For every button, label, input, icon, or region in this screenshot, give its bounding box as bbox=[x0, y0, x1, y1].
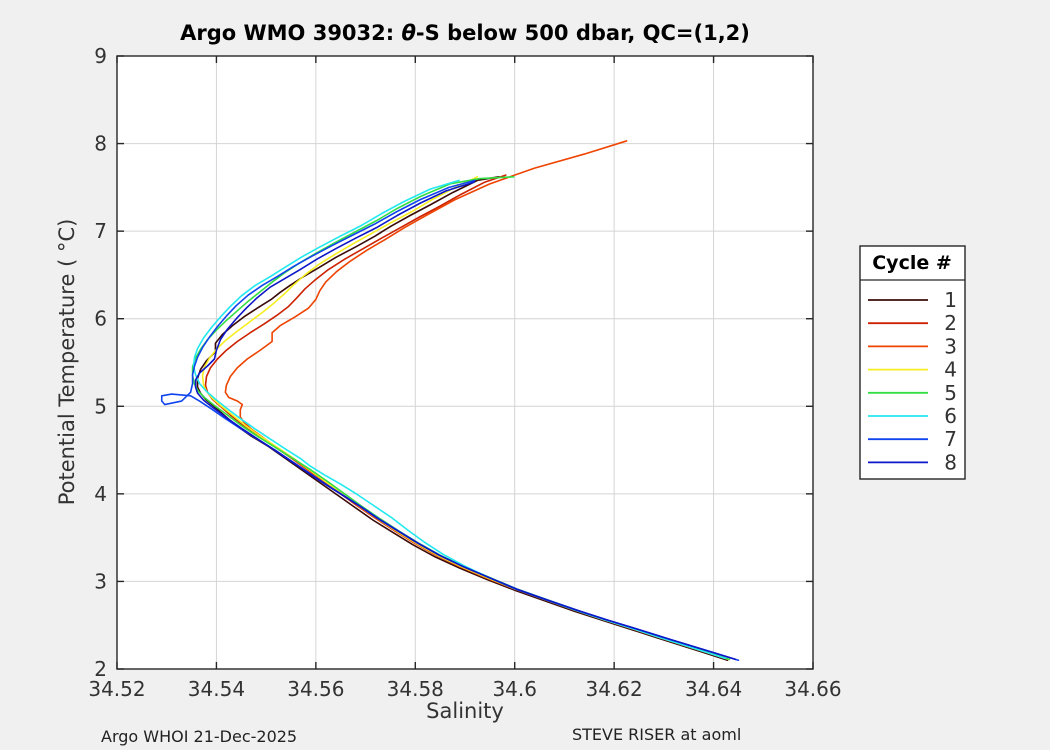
series-line-cycle-8 bbox=[194, 181, 737, 661]
legend-title: Cycle # bbox=[872, 252, 952, 274]
footer-left: Argo WHOI 21-Dec-2025 bbox=[101, 727, 297, 746]
y-axis-label: Potential Temperature ( °C) bbox=[55, 219, 79, 506]
y-tick-label: 2 bbox=[94, 657, 107, 681]
x-tick-label: 34.66 bbox=[784, 677, 841, 701]
plot-area-background bbox=[117, 56, 813, 669]
data-series-group bbox=[160, 140, 740, 662]
x-axis-label: Salinity bbox=[426, 699, 504, 723]
tick-marks bbox=[116, 55, 814, 670]
x-tick-labels: 34.52 34.54 34.56 34.58 34.6 34.62 34.64 34.66 bbox=[88, 677, 841, 701]
x-tick-label: 34.56 bbox=[287, 677, 344, 701]
x-tick-label: 34.52 bbox=[88, 677, 145, 701]
legend-label-cycle-5[interactable]: 5 bbox=[944, 381, 957, 405]
legend-label-cycle-8[interactable]: 8 bbox=[944, 450, 957, 474]
legend-label-cycle-6[interactable]: 6 bbox=[944, 404, 957, 428]
x-tick-label: 34.64 bbox=[685, 677, 742, 701]
y-tick-label: 5 bbox=[94, 394, 107, 418]
legend-label-cycle-4[interactable]: 4 bbox=[944, 358, 957, 382]
axes-frame bbox=[116, 55, 814, 670]
y-tick-label: 8 bbox=[94, 132, 107, 156]
y-tick-label: 6 bbox=[94, 307, 107, 331]
x-tick-label: 34.62 bbox=[586, 677, 643, 701]
grid-lines bbox=[117, 56, 813, 669]
legend-label-cycle-7[interactable]: 7 bbox=[944, 427, 957, 451]
y-tick-label: 7 bbox=[94, 219, 107, 243]
x-tick-label: 34.58 bbox=[387, 677, 444, 701]
x-tick-label: 34.6 bbox=[492, 677, 537, 701]
chart-title: Argo WMO 39032: θ-S below 500 dbar, QC=(… bbox=[180, 21, 750, 45]
y-tick-labels: 2 3 4 5 6 7 8 9 bbox=[94, 44, 107, 681]
y-tick-label: 9 bbox=[94, 44, 107, 68]
y-tick-label: 3 bbox=[94, 569, 107, 593]
legend-label-cycle-3[interactable]: 3 bbox=[944, 334, 957, 358]
legend-label-cycle-1[interactable]: 1 bbox=[944, 288, 957, 312]
x-tick-label: 34.54 bbox=[188, 677, 245, 701]
footer-right: STEVE RISER at aoml bbox=[572, 725, 741, 744]
legend-label-cycle-2[interactable]: 2 bbox=[944, 311, 957, 335]
y-tick-label: 4 bbox=[94, 482, 107, 506]
legend-box bbox=[859, 245, 966, 480]
